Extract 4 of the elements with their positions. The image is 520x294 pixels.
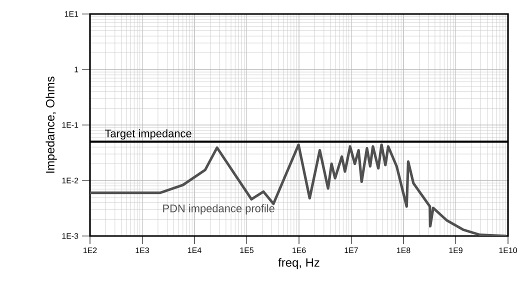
ref-line-label: Target impedance (104, 129, 192, 140)
series-label: PDN impedance profile (163, 204, 274, 214)
y-axis-title: Impedance, Ohms (46, 76, 57, 173)
x-axis-title: freq, Hz (278, 258, 320, 270)
